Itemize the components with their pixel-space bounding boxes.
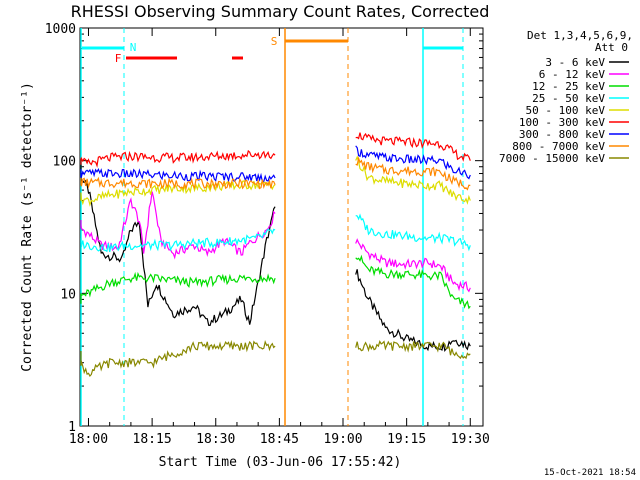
series-line	[80, 149, 276, 168]
observing-flags: NF S	[80, 28, 464, 426]
series-line	[355, 155, 471, 205]
y-tick-label: 1000	[45, 22, 76, 37]
series-7000-15000-kev	[80, 339, 471, 378]
chart-title: RHESSI Observing Summary Count Rates, Co…	[71, 2, 490, 21]
series-3-6-kev	[80, 159, 471, 353]
series-25-50-kev	[80, 213, 471, 253]
legend-header-detectors: Det 1,3,4,5,6,9,	[527, 29, 633, 42]
series-line	[355, 269, 471, 353]
y-axis-ticks: 1 10 100 1000	[45, 22, 483, 435]
night-flag-label: N	[130, 41, 137, 54]
plot-frame	[79, 27, 484, 427]
x-tick-label: 19:30	[451, 432, 490, 447]
series-50-100-kev	[80, 155, 471, 207]
series-line	[355, 340, 471, 360]
series-lines	[80, 132, 471, 378]
series-line	[80, 271, 276, 304]
legend-item-label: 6 - 12 keV	[539, 68, 606, 81]
legend-header-attenuator: Att 0	[595, 41, 628, 54]
x-tick-label: 19:00	[323, 432, 362, 447]
series-line	[80, 339, 276, 378]
x-tick-label: 18:15	[133, 432, 172, 447]
plot-area: 18:00 18:15 18:30 18:45 19:00 19:15 19:30 1101…	[45, 22, 490, 447]
series-100-300-kev	[80, 132, 471, 168]
legend-item-label: 50 - 100 keV	[526, 104, 606, 117]
x-tick-label: 18:30	[196, 432, 235, 447]
y-tick-label: 10	[60, 287, 76, 302]
series-800-7000-kev	[80, 156, 471, 191]
legend-item-label: 300 - 800 keV	[519, 128, 605, 141]
series-line	[355, 238, 471, 293]
series-line	[80, 168, 276, 183]
legend-item-label: 12 - 25 keV	[532, 80, 605, 93]
series-line	[355, 213, 471, 252]
x-tick-label: 18:00	[69, 432, 108, 447]
series-300-800-kev	[80, 145, 471, 183]
series-line	[80, 176, 276, 191]
saa-flag-label: S	[271, 35, 278, 48]
series-line	[80, 159, 276, 327]
x-tick-label: 18:45	[260, 432, 299, 447]
legend-item-label: 7000 - 15000 keV	[499, 152, 605, 165]
y-tick-label: 1	[68, 420, 76, 435]
legend-item-label: 25 - 50 keV	[532, 92, 605, 105]
series-12-25-kev	[80, 254, 471, 310]
series-line	[355, 145, 471, 180]
y-axis-label: Corrected Count Rate (s⁻¹ detector⁻¹)	[20, 82, 35, 372]
series-line	[355, 156, 471, 191]
generation-timestamp: 15-Oct-2021 18:54	[544, 468, 636, 478]
series-line	[355, 254, 471, 310]
x-axis-label: Start Time (03-Jun-06 17:55:42)	[159, 455, 402, 470]
series-line	[355, 132, 471, 162]
y-tick-label: 100	[53, 155, 76, 170]
legend-item-label: 100 - 300 keV	[519, 116, 605, 129]
x-axis-ticks: 18:00 18:15 18:30 18:45 19:00 19:15 19:30	[69, 28, 490, 447]
series-line	[80, 180, 276, 207]
series-line	[80, 191, 276, 260]
x-tick-label: 19:15	[387, 432, 426, 447]
series-line	[80, 228, 276, 253]
series-6-12-kev	[80, 191, 471, 293]
legend-item-label: 800 - 7000 keV	[512, 140, 605, 153]
legend-item-label: 3 - 6 keV	[545, 56, 605, 69]
flare-flag-label: F	[115, 52, 122, 65]
